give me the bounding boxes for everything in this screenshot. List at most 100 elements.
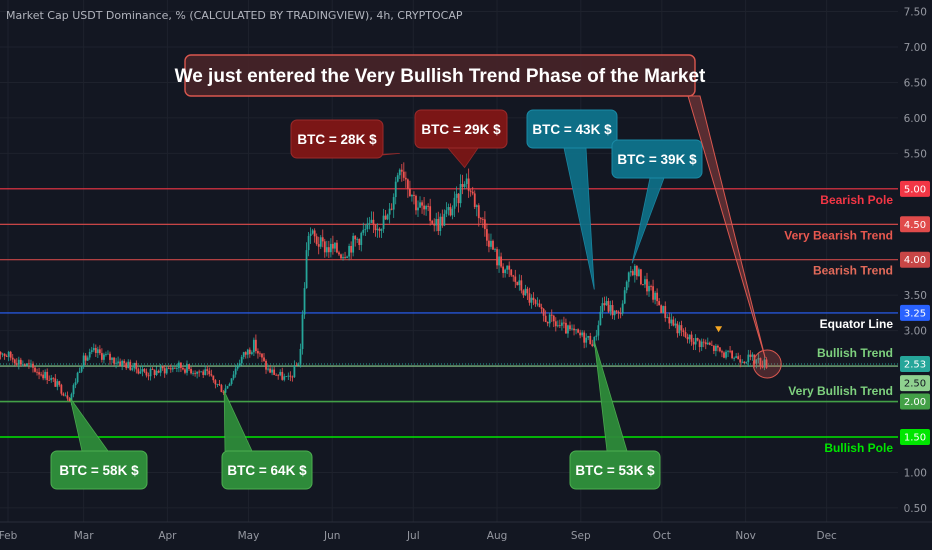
x-tick-label: Aug — [487, 530, 508, 542]
candle-body — [380, 229, 383, 231]
candle-body — [672, 319, 675, 326]
y-tick-label: 3.00 — [904, 326, 927, 338]
candle-body — [204, 369, 207, 375]
candle-body — [674, 323, 677, 326]
candle-body — [149, 368, 152, 377]
candle-body — [587, 336, 590, 338]
candle-body — [666, 317, 669, 318]
candle-body — [210, 374, 213, 376]
candle-body — [90, 350, 93, 352]
candle-body — [721, 351, 723, 353]
candle-body — [554, 321, 557, 327]
candle-body — [259, 353, 261, 355]
callout-text: BTC = 28K $ — [297, 132, 377, 147]
candle-body — [423, 205, 425, 210]
candle-body — [331, 243, 334, 249]
candle-body — [658, 301, 661, 306]
candle-body — [346, 256, 348, 258]
y-tick-label: 7.00 — [904, 42, 927, 54]
candle-body — [386, 214, 389, 220]
candle-body — [263, 357, 265, 361]
candle-body — [232, 374, 235, 379]
candle-body — [66, 395, 69, 399]
candle-body — [11, 357, 14, 360]
chart-title: Market Cap USDT Dominance, % (CALCULATED… — [6, 9, 463, 22]
candle-body — [621, 303, 624, 314]
candle-body — [599, 311, 602, 326]
candle-body — [163, 368, 166, 374]
candle-body — [623, 290, 626, 304]
candle-body — [372, 219, 375, 225]
candle-body — [725, 351, 727, 358]
candle-body — [459, 184, 462, 204]
level-badge-text: 4.50 — [904, 220, 926, 231]
level-badge-text: 3.25 — [904, 308, 926, 319]
candle-body — [540, 307, 543, 309]
candle-body — [670, 319, 673, 324]
candle-body — [206, 369, 209, 371]
candle-body — [490, 240, 492, 247]
candle-body — [727, 350, 729, 352]
candle-body — [392, 197, 395, 210]
candle-body — [532, 297, 535, 301]
candle-body — [717, 345, 719, 348]
candle-body — [350, 245, 353, 253]
candle-body — [147, 375, 150, 377]
candle-body — [619, 313, 622, 315]
candle-body — [704, 342, 707, 345]
candle-body — [175, 368, 178, 369]
candle-body — [577, 329, 579, 333]
candle-body — [563, 322, 565, 324]
candle-body — [694, 338, 697, 345]
candle-body — [139, 371, 142, 374]
x-tick-label: Apr — [158, 530, 177, 542]
candle-body — [78, 371, 81, 373]
candle-body — [696, 338, 699, 341]
candle-body — [510, 269, 513, 276]
candle-body — [648, 286, 650, 292]
candle-body — [763, 359, 766, 368]
candle-body — [338, 252, 340, 255]
callout-box — [50, 450, 148, 490]
candle-body — [398, 169, 401, 176]
level-badge-text: 4.00 — [904, 255, 926, 266]
candle-body — [145, 371, 148, 376]
callout-box — [611, 139, 703, 179]
candle-body — [591, 344, 594, 347]
candle-body — [111, 357, 113, 360]
candle-body — [180, 362, 182, 368]
candle-body — [629, 271, 632, 273]
candle-body — [396, 175, 399, 182]
callout-text: BTC = 43K $ — [532, 122, 612, 137]
level-badge — [900, 304, 930, 321]
candle-body — [692, 341, 695, 345]
candle-body — [435, 218, 438, 226]
time-tick-labels: Feb Mar Apr May Jun Jul Aug Sep Oct Nov Dec — [0, 530, 837, 542]
candle-body — [192, 372, 194, 374]
candle-body — [463, 184, 466, 187]
candle-body — [177, 362, 180, 369]
candle-body — [186, 364, 188, 373]
candle-body — [520, 280, 523, 291]
candle-body — [575, 329, 577, 331]
candle-body — [382, 215, 385, 230]
candle-body — [190, 369, 192, 374]
candle-body — [283, 376, 286, 380]
level-badge — [900, 429, 930, 445]
candle-body — [348, 245, 351, 257]
candle-body — [242, 352, 245, 357]
candle-body — [573, 328, 575, 331]
candle-body — [662, 306, 665, 314]
candle-body — [173, 367, 176, 369]
candle-body — [729, 350, 731, 352]
y-tick-label: 0.50 — [904, 503, 927, 515]
candle-body — [441, 216, 444, 226]
candle-body — [376, 228, 379, 231]
candle-body — [552, 315, 555, 322]
candle-body — [613, 310, 616, 316]
candle-body — [113, 357, 115, 364]
candle-body — [731, 350, 733, 359]
candle-body — [107, 353, 109, 355]
candle-body — [415, 195, 417, 211]
banner-box — [184, 54, 696, 97]
